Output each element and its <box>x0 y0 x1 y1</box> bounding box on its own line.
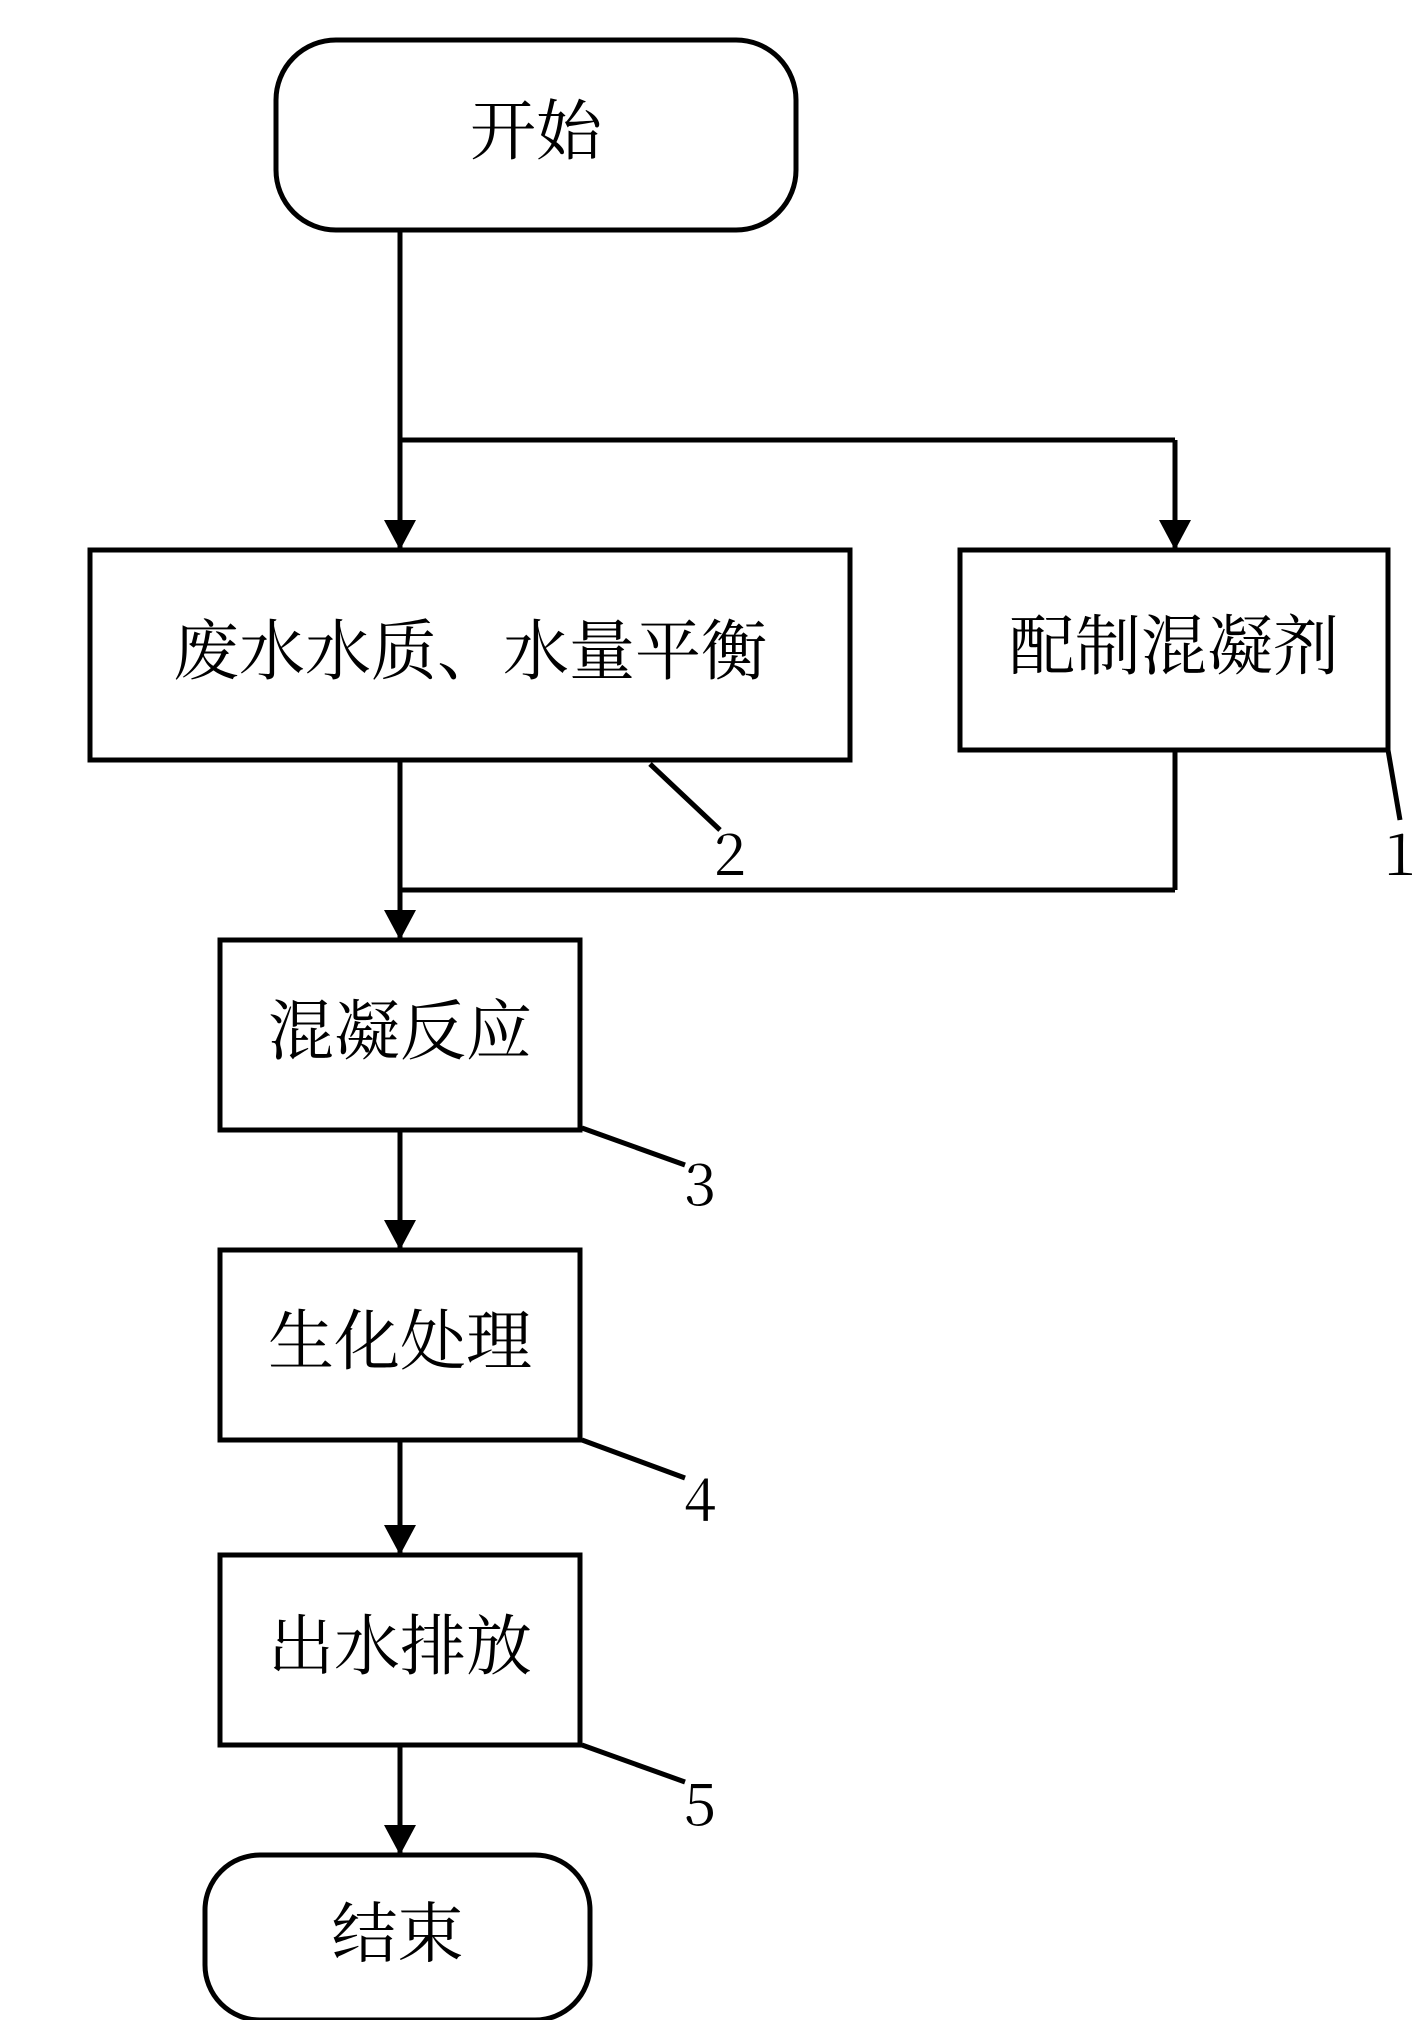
flow-node-label: 结束 <box>332 1880 464 1975</box>
flow-node-label: 混凝反应 <box>268 978 532 1073</box>
flow-node-out: 出水排放 <box>220 1555 580 1745</box>
flow-node-label: 开始 <box>470 78 604 173</box>
flow-node-bio: 生化处理 <box>220 1250 580 1440</box>
flow-node-label: 生化处理 <box>268 1288 532 1383</box>
flow-node-label: 废水水质、水量平衡 <box>173 598 767 693</box>
leader-line <box>582 1745 685 1782</box>
leader-line <box>582 1128 685 1165</box>
flow-node-label: 出水排放 <box>268 1593 532 1688</box>
flow-node-coag: 混凝反应 <box>220 940 580 1130</box>
leader-line <box>650 764 720 830</box>
flow-node-balance: 废水水质、水量平衡 <box>90 550 850 760</box>
flow-node-start: 开始 <box>276 40 796 230</box>
callout-l4: 4 <box>684 1453 716 1537</box>
callout-l5: 5 <box>684 1758 716 1842</box>
flow-node-prepare: 配制混凝剂 <box>960 550 1388 750</box>
flow-node-label: 配制混凝剂 <box>1009 593 1339 688</box>
callout-l3: 3 <box>684 1138 716 1222</box>
leader-line <box>582 1440 685 1478</box>
callout-l1: 1 <box>1384 808 1415 892</box>
flow-node-end: 结束 <box>205 1855 590 2020</box>
callout-l2: 2 <box>714 808 746 892</box>
